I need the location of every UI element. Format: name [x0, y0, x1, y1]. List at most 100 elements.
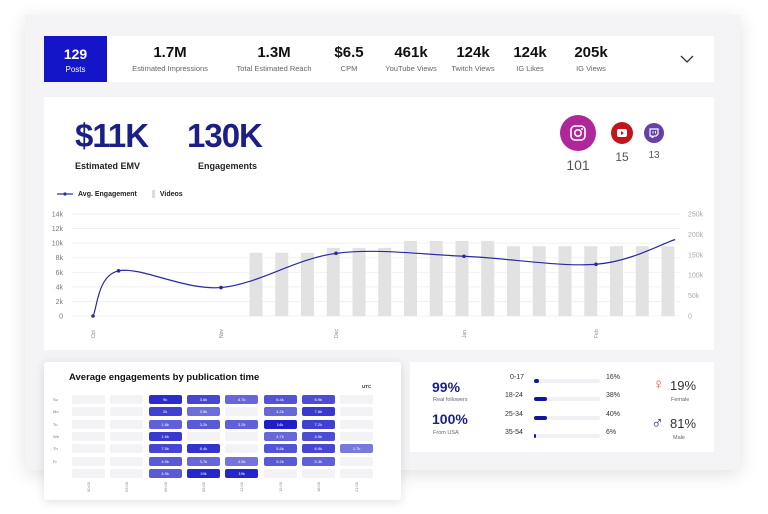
heatmap-row-label: Th [53, 446, 58, 452]
y-left-tick-label: 14k [52, 212, 64, 219]
heatmap-cell[interactable]: 19k [225, 468, 259, 478]
heatmap-row-label: We [53, 433, 59, 439]
female-icon: ♀ [653, 376, 665, 393]
heatmap-cell[interactable]: 2k [148, 407, 182, 417]
y-left-tick-label: 8k [56, 255, 64, 262]
real-followers-value: 99% [432, 379, 461, 395]
heatmap-title: Average engagements by publication time [69, 372, 260, 383]
heatmap-cell[interactable]: 19k [186, 468, 220, 478]
male-label: Male [673, 435, 685, 441]
heatmap-cell[interactable]: 6.9k [301, 444, 335, 454]
heatmap-cell-empty [72, 456, 105, 466]
y-left-tick-label: 10k [52, 241, 64, 248]
heatmap-cell[interactable]: 1.8k [148, 419, 182, 429]
heatmap-cell-empty [186, 431, 220, 441]
y-left-tick-label: 4k [56, 284, 64, 291]
video-bar [558, 246, 572, 316]
heatmap-cell[interactable]: 4.7k [263, 431, 297, 441]
heatmap-cell-empty [340, 468, 374, 478]
engagement-point [334, 251, 338, 256]
heatmap-cell[interactable]: 8.4k [186, 444, 220, 454]
heatmap-cell[interactable]: 7.2k [301, 419, 335, 429]
video-bar [352, 247, 366, 316]
heatmap-cell[interactable]: 4.5k [225, 456, 259, 466]
y-right-tick-label: 250k [688, 212, 704, 219]
youtube-icon [617, 129, 627, 137]
emv-label: Estimated EMV [75, 161, 141, 171]
stat-item[interactable]: 205k IG Views [574, 44, 607, 73]
heatmap-cell-empty [225, 431, 259, 441]
heatmap-cell[interactable]: 5.8k [263, 444, 297, 454]
heatmap-cell[interactable]: 4.5k [301, 431, 335, 441]
twitch-button[interactable] [644, 123, 664, 143]
stat-item[interactable]: 1.7M Estimated Impressions [132, 44, 208, 73]
heatmap-cell[interactable]: 6.9k [301, 395, 335, 404]
heatmap-col-label: 18:00 [315, 481, 321, 492]
heatmap-cell[interactable]: 3.2k [225, 419, 259, 429]
chevron-down-icon[interactable] [680, 54, 694, 64]
video-bar [429, 240, 443, 316]
heatmap-cell[interactable]: 4.2k [263, 407, 297, 417]
heatmap-cell[interactable]: 4.9k [148, 456, 182, 466]
heatmap-cell[interactable]: 4.7k [225, 395, 259, 404]
stat-item[interactable]: 124k IG Likes [513, 44, 546, 73]
heatmap-cell[interactable]: 4.9k [148, 468, 182, 478]
stat-value: 124k [513, 44, 547, 61]
stat-label: IG Likes [516, 64, 544, 73]
stat-item[interactable]: 461k YouTube Views [385, 44, 436, 73]
heatmap-cell-empty [110, 444, 144, 454]
heatmap-cell[interactable]: 3.7k [186, 456, 220, 466]
video-bar [455, 240, 469, 316]
chart-legend: Avg. Engagement Videos [57, 190, 183, 198]
video-bar [532, 246, 546, 316]
heatmap-cell[interactable]: 1.6k [148, 431, 182, 441]
age-range: 18-24 [505, 392, 523, 399]
heatmap-cell[interactable]: 9k [148, 395, 182, 404]
heatmap-row-label: Su [53, 397, 58, 402]
heatmap-cell[interactable]: 5.3k [301, 456, 335, 466]
stat-value: 124k [456, 44, 490, 61]
engagement-point [219, 285, 223, 290]
youtube-button[interactable] [611, 122, 633, 144]
video-bar [275, 252, 289, 316]
heatmap-col-label: 00:00 [86, 481, 91, 492]
emv-value: $11K [75, 117, 149, 154]
posts-value: 129 [63, 46, 88, 62]
stat-item[interactable]: 124k Twitch Views [451, 44, 494, 73]
heatmap-cell-empty [72, 468, 105, 478]
heatmap-cell[interactable]: 3.6k [186, 395, 220, 404]
stat-item[interactable]: 1.3M Total Estimated Reach [236, 44, 311, 73]
legend-bar-icon [151, 190, 155, 198]
heatmap-cell-empty [263, 468, 297, 478]
audience-card [410, 362, 714, 452]
heatmap-cell[interactable]: 5.2k [263, 456, 297, 466]
age-pct: 6% [606, 429, 617, 436]
posts-label: Posts [65, 65, 86, 74]
engagement-point [91, 314, 95, 318]
heatmap-cell[interactable]: 3.2k [186, 419, 220, 429]
age-bar-fill [534, 416, 548, 420]
heatmap-cell[interactable]: 7.6k [301, 407, 335, 417]
age-range: 35-54 [505, 429, 523, 436]
heatmap-cell-empty [340, 407, 374, 417]
heatmap-cell-empty [110, 456, 144, 466]
heatmap-cell-empty [72, 395, 105, 404]
male-icon: ♂ [651, 413, 664, 432]
y-right-tick-label: 150k [688, 252, 704, 259]
heatmap-cell[interactable]: 14k [263, 419, 297, 429]
heatmap-cell[interactable]: 1.7k [340, 444, 374, 454]
heatmap-cell-empty [340, 395, 374, 404]
instagram-button[interactable] [560, 115, 596, 151]
heatmap-col-label: 09:00 [200, 481, 206, 492]
instagram-count: 101 [566, 157, 590, 173]
age-bar [534, 397, 600, 401]
stat-item[interactable]: $6.5 CPM [334, 44, 363, 73]
heatmap-cell[interactable]: 7.5k [148, 444, 182, 454]
engagement-point [462, 254, 466, 259]
posts-stat[interactable]: 129 Posts [44, 36, 107, 82]
heatmap-cell[interactable]: 3.9k [186, 407, 220, 417]
age-bar-fill [534, 397, 547, 401]
heatmap-cell[interactable]: 6.4k [263, 395, 297, 404]
heatmap-cell-empty [340, 419, 374, 429]
stat-value: 1.7M [153, 44, 187, 61]
